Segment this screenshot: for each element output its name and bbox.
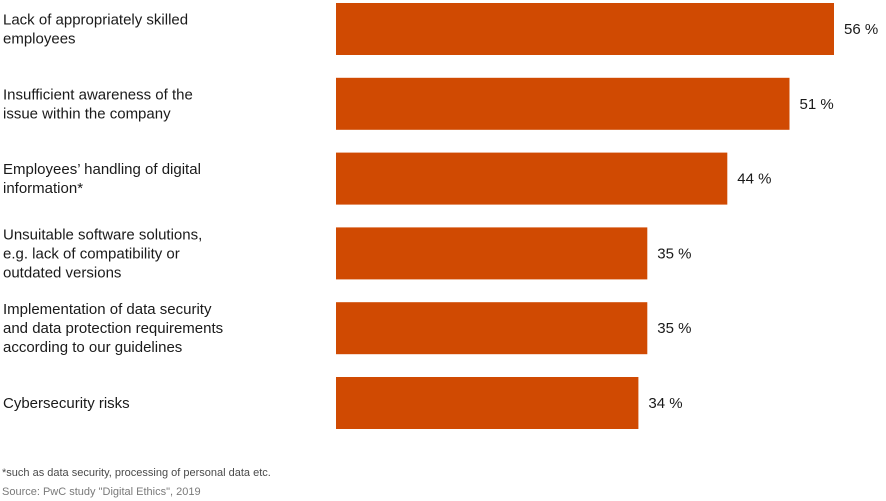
value-label-4: 35 % [657,245,691,262]
category-label-2: Insufficient awareness of the issue withi… [3,86,193,122]
source-note: Source: PwC study "Digital Ethics", 2019 [2,486,201,498]
footnote: *such as data security, processing of pe… [2,467,271,479]
bar-2 [336,77,790,130]
value-label-6: 34 % [648,395,682,412]
category-label-1: Lack of appropriately skilled employees [3,12,188,48]
category-label-6: Cybersecurity risks [3,395,130,412]
category-label-3: Employees’ handling of digital informatio… [3,161,201,197]
category-label-line: outdated versions [3,264,121,281]
value-label-3: 44 % [737,171,771,188]
bar-3 [336,152,728,205]
labels-layer: 56 % Lack of appropriately skilled employe… [3,12,878,413]
bar-1 [336,3,834,55]
category-label-line: according to our guidelines [3,339,182,356]
bar-6 [336,377,639,429]
category-label-line: Cybersecurity risks [3,395,130,412]
category-label-line: Unsuitable software solutions, [3,226,202,243]
category-label-line: Employees’ handling of digital [3,161,201,178]
value-label-1: 56 % [844,21,878,38]
category-label-5: Implementation of data security and data … [3,301,223,356]
bar-5 [336,302,648,355]
category-label-line: Insufficient awareness of the [3,86,193,103]
category-label-4: Unsuitable software solutions, e.g. lack … [3,226,202,281]
category-label-line: Implementation of data security [3,301,212,318]
category-label-line: issue within the company [3,105,171,122]
bar-4 [336,227,648,280]
category-label-line: information* [3,180,83,197]
category-label-line: employees [3,31,76,48]
category-label-line: e.g. lack of compatibility or [3,245,180,262]
bars-layer [336,3,834,429]
category-label-line: and data protection requirements [3,320,223,337]
value-label-2: 51 % [800,96,834,113]
value-label-5: 35 % [657,320,691,337]
category-label-line: Lack of appropriately skilled [3,12,188,29]
